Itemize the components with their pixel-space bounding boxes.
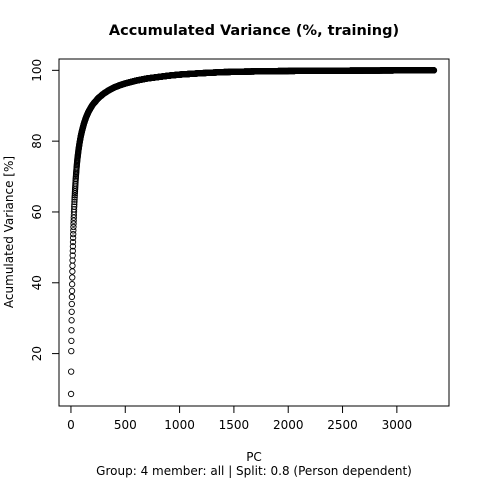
data-point [68, 368, 75, 375]
data-point [430, 67, 438, 74]
y-axis: 20 40 60 80 100 [30, 59, 60, 361]
data-point [68, 281, 76, 288]
x-tick-label: 2000 [273, 418, 304, 432]
data-point [71, 203, 78, 210]
data-point [70, 223, 77, 231]
chart-subtitle: Group: 4 member: all | Split: 0.8 (Perso… [96, 464, 412, 478]
data-point [69, 252, 76, 259]
x-tick-label: 1500 [219, 418, 250, 432]
data-point [70, 227, 77, 234]
chart-title: Accumulated Variance (%, training) [109, 23, 399, 39]
y-tick-label: 60 [30, 204, 44, 219]
x-tick-label: 0 [67, 418, 75, 432]
data-point [68, 327, 75, 334]
data-point [68, 293, 76, 301]
data-point [71, 196, 78, 203]
data-point [68, 347, 75, 355]
x-axis: 0 500 1000 1500 2000 2500 3000 [67, 405, 413, 432]
data-point [68, 287, 76, 295]
data-point [70, 220, 77, 227]
x-tick-label: 3000 [382, 418, 413, 432]
x-tick-label: 500 [114, 418, 137, 432]
data-point [67, 390, 75, 398]
y-tick-label: 100 [30, 59, 44, 82]
data-point [71, 194, 78, 201]
data-point [69, 238, 77, 246]
data-point [69, 274, 76, 281]
y-tick-label: 20 [30, 346, 44, 361]
x-axis-label: PC [246, 450, 262, 464]
data-point [68, 337, 75, 344]
data-point [69, 234, 77, 241]
data-point [68, 317, 75, 324]
x-tick-label: 1000 [164, 418, 195, 432]
data-point [71, 192, 78, 199]
y-tick-label: 40 [30, 275, 44, 290]
data-point [71, 201, 78, 208]
y-tick-label: 80 [30, 134, 44, 149]
y-axis-label: Acumulated Variance [%] [2, 156, 16, 308]
data-point [69, 247, 76, 255]
data-point [68, 300, 75, 308]
data-points [67, 67, 438, 398]
data-point [71, 198, 78, 206]
data-point [69, 243, 77, 250]
data-point [68, 308, 75, 315]
x-tick-label: 2500 [327, 418, 358, 432]
data-point [70, 230, 77, 238]
